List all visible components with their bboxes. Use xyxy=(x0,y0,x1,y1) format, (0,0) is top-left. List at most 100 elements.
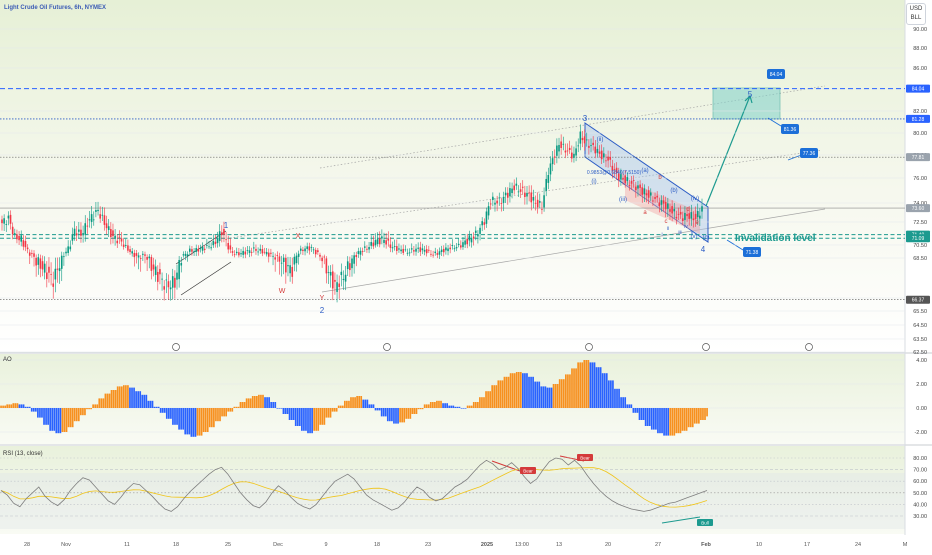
currency-selector[interactable]: USD BLL xyxy=(906,3,926,25)
candle-body xyxy=(88,219,91,221)
ao-bar xyxy=(321,408,324,425)
candle-body xyxy=(114,235,116,239)
candle-body xyxy=(402,248,405,253)
candle-body xyxy=(492,196,494,201)
candle-body xyxy=(637,185,639,189)
candle-body xyxy=(504,192,507,196)
candle-body xyxy=(575,148,577,156)
rsi-pane[interactable] xyxy=(0,446,905,534)
candle-body xyxy=(477,234,479,237)
ao-bar xyxy=(595,367,598,408)
ao-bar xyxy=(49,408,52,431)
ao-bar xyxy=(86,408,88,410)
ao-bar xyxy=(14,403,17,408)
ao-bar xyxy=(352,397,354,408)
wave-label: iii xyxy=(678,230,681,236)
axes: 90.0088.0086.0084.0082.0080.0078.0076.00… xyxy=(24,27,930,548)
ao-bar xyxy=(661,408,663,434)
ao-bar xyxy=(100,398,103,408)
candle-body xyxy=(406,252,409,254)
candle-body xyxy=(579,131,582,144)
ao-tick-label: -2.00 xyxy=(914,430,927,436)
candle-body xyxy=(645,193,648,196)
ao-bar xyxy=(542,386,545,408)
ao-bar xyxy=(278,408,281,409)
candle-body xyxy=(86,225,89,227)
candle-body xyxy=(346,261,349,270)
candle-body xyxy=(261,249,264,254)
candle-body xyxy=(127,245,129,251)
ao-bar xyxy=(90,408,92,410)
candle-body xyxy=(306,246,308,249)
candle-body xyxy=(592,142,594,145)
candle-body xyxy=(622,177,624,180)
ao-bar xyxy=(213,408,215,428)
ao-bar xyxy=(298,408,301,426)
correction-channel[interactable] xyxy=(585,123,708,242)
candle-body xyxy=(302,249,304,252)
candle-body xyxy=(624,175,626,184)
y-tick-label: 62.50 xyxy=(913,350,927,356)
candle-body xyxy=(274,257,276,260)
ao-bar xyxy=(597,367,600,408)
ao-bar xyxy=(378,408,381,411)
ao-bar xyxy=(579,362,582,408)
x-tick-label: 18 xyxy=(374,542,380,548)
ao-bar xyxy=(116,386,119,408)
ao-bar xyxy=(528,376,530,408)
candle-body xyxy=(528,192,530,194)
candle-body xyxy=(334,279,336,282)
ao-bar xyxy=(638,408,641,420)
price-callout-label: 81.36 xyxy=(784,127,797,133)
ao-bar xyxy=(264,397,266,408)
ao-bar xyxy=(18,404,21,408)
ao-bar xyxy=(546,387,549,408)
candle-body xyxy=(658,202,661,207)
candle-body xyxy=(545,178,548,191)
candle-body xyxy=(679,211,682,215)
rsi-signal-badge xyxy=(520,467,536,474)
wave-label: v xyxy=(691,230,694,236)
candle-body xyxy=(99,214,101,219)
candle-body xyxy=(366,248,368,250)
ao-bar xyxy=(290,408,293,420)
candle-body xyxy=(69,246,72,250)
ao-bar xyxy=(607,380,610,408)
ao-bar xyxy=(151,400,154,408)
candle-body xyxy=(107,226,110,230)
x-tick-label: 2025 xyxy=(481,542,493,548)
ao-bar xyxy=(249,398,252,408)
ao-bar xyxy=(8,404,11,408)
ao-bar xyxy=(168,408,170,419)
candle-body xyxy=(524,192,526,198)
candle-body xyxy=(571,152,573,159)
candle-body xyxy=(541,209,543,210)
candle-body xyxy=(90,214,93,222)
x-tick-label: 17 xyxy=(804,542,810,548)
ao-bar xyxy=(452,405,455,408)
ao-bar xyxy=(616,388,618,408)
candle-body xyxy=(331,271,334,289)
main-pane[interactable] xyxy=(0,0,905,352)
candle-body xyxy=(118,236,121,238)
candle-body xyxy=(553,156,556,158)
price-badge-label: 71.09 xyxy=(912,236,925,242)
ao-tick-label: 2.00 xyxy=(916,382,927,388)
ao-bar xyxy=(427,404,430,408)
ao-bar xyxy=(603,373,606,408)
wave-label: W xyxy=(279,288,286,295)
grid xyxy=(0,28,905,353)
candle-body xyxy=(338,283,340,287)
ao-bar xyxy=(37,408,39,418)
price-badge-label: 73.60 xyxy=(912,206,925,212)
ao-bar xyxy=(479,397,481,408)
ao-bar xyxy=(501,380,504,408)
ao-bar xyxy=(605,373,608,408)
correction-channel-border[interactable] xyxy=(584,122,709,243)
ao-pane[interactable] xyxy=(0,354,905,444)
ao-bar xyxy=(80,408,82,416)
ao-bar xyxy=(145,394,148,408)
ao-bar xyxy=(468,405,471,408)
ao-bar xyxy=(544,386,547,408)
candle-body xyxy=(656,195,658,198)
